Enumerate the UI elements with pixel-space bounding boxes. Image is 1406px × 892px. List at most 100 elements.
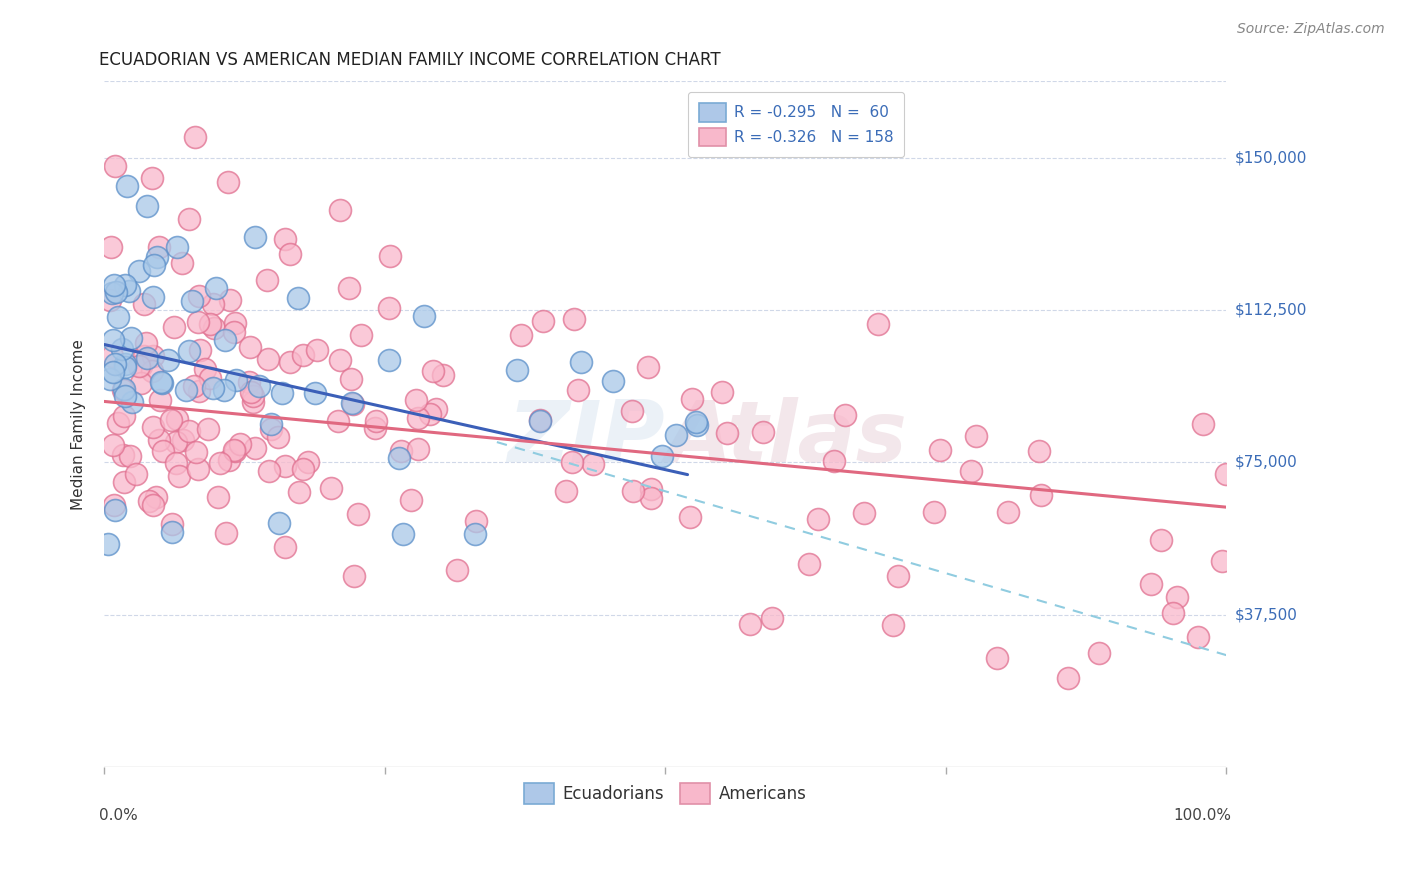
Point [561,455,583,469]
Point [329,352,352,367]
Point [218,293,240,307]
Point [297,455,319,469]
Point [224,325,246,339]
Point [567,383,589,397]
Point [121,395,143,409]
Text: $75,000: $75,000 [1234,455,1296,470]
Point [377,301,399,315]
Point [256,272,278,286]
Point [245,441,267,455]
Y-axis label: Median Family Income: Median Family Income [72,339,86,509]
Point [506,363,529,377]
Point [679,509,702,524]
Point [866,317,889,331]
Point [350,327,373,342]
Text: ZIP: ZIP [508,397,665,480]
Point [555,484,578,499]
Point [165,435,187,450]
Point [115,179,138,194]
Point [129,376,152,391]
Point [347,508,370,522]
Point [163,319,186,334]
Point [225,373,247,387]
Point [716,426,738,441]
Point [665,427,688,442]
Point [215,525,238,540]
Point [166,412,188,426]
Point [156,353,179,368]
Point [329,202,352,217]
Point [986,650,1008,665]
Point [1150,533,1173,547]
Point [217,176,239,190]
Point [288,484,311,499]
Point [222,443,245,458]
Point [167,468,190,483]
Point [529,413,551,427]
Point [188,289,211,303]
Point [307,343,329,357]
Point [422,364,444,378]
Point [142,258,165,272]
Point [752,425,775,439]
Point [135,351,157,365]
Point [807,512,830,526]
Point [212,384,235,398]
Point [637,360,659,375]
Point [339,372,361,386]
Point [138,493,160,508]
Point [240,384,263,399]
Point [160,516,183,531]
Point [406,442,429,456]
Point [104,502,127,516]
Point [180,293,202,308]
Point [145,490,167,504]
Point [464,527,486,541]
Point [1187,630,1209,644]
Point [419,407,441,421]
Point [377,353,399,368]
Point [1161,606,1184,620]
Point [103,357,125,371]
Point [640,491,662,505]
Point [184,445,207,459]
Point [166,240,188,254]
Legend: Ecuadorians, Americans: Ecuadorians, Americans [517,777,813,810]
Text: $112,500: $112,500 [1234,302,1306,318]
Point [239,340,262,354]
Point [242,389,264,403]
Point [141,419,163,434]
Point [174,383,197,397]
Point [103,278,125,293]
Point [408,411,430,425]
Point [761,611,783,625]
Point [160,524,183,539]
Point [111,383,134,397]
Point [114,278,136,293]
Point [101,285,124,300]
Point [142,498,165,512]
Point [651,450,673,464]
Point [197,422,219,436]
Text: 0.0%: 0.0% [98,808,138,823]
Point [960,464,983,478]
Point [304,386,326,401]
Point [271,385,294,400]
Point [100,240,122,254]
Point [1056,671,1078,685]
Point [135,336,157,351]
Point [188,343,211,358]
Point [224,317,246,331]
Point [273,458,295,473]
Point [997,505,1019,519]
Point [364,420,387,434]
Point [378,249,401,263]
Point [432,368,454,382]
Point [965,429,987,443]
Text: 100.0%: 100.0% [1174,808,1232,823]
Point [711,384,734,399]
Point [278,246,301,260]
Point [120,331,142,345]
Point [274,541,297,555]
Point [392,527,415,541]
